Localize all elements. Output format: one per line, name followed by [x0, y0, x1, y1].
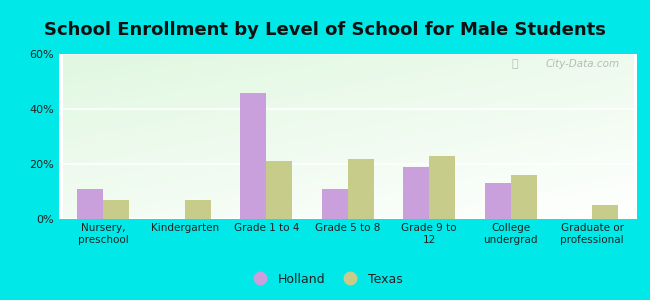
Text: ⓘ: ⓘ	[512, 59, 519, 69]
Bar	[485, 183, 511, 219]
Bar	[403, 167, 429, 219]
Bar	[266, 161, 292, 219]
Bar	[77, 189, 103, 219]
Bar	[185, 200, 211, 219]
Bar	[592, 205, 618, 219]
Legend: Holland, Texas: Holland, Texas	[242, 268, 408, 291]
Text: City-Data.com: City-Data.com	[545, 59, 619, 69]
Text: School Enrollment by Level of School for Male Students: School Enrollment by Level of School for…	[44, 21, 606, 39]
Bar	[322, 189, 348, 219]
Bar	[511, 175, 537, 219]
Bar	[348, 158, 374, 219]
Bar	[429, 156, 455, 219]
Bar	[240, 92, 266, 219]
Bar	[103, 200, 129, 219]
